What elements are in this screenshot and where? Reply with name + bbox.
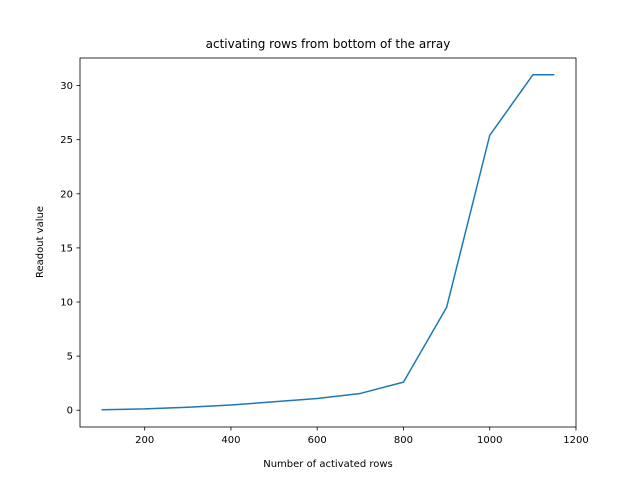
x-tick-label: 1200 <box>563 435 588 446</box>
axes-frame <box>79 57 577 428</box>
plot-area <box>101 74 555 411</box>
y-tick-label: 0 <box>67 406 73 417</box>
series-line <box>101 74 555 411</box>
y-axis: 0 5 10 15 20 25 30 <box>60 81 80 417</box>
x-tick-label: 1000 <box>477 435 502 446</box>
y-tick-label: 30 <box>60 81 73 92</box>
y-tick-label: 10 <box>60 298 73 309</box>
x-tick-label: 200 <box>135 435 154 446</box>
y-tick-label: 5 <box>67 352 73 363</box>
y-tick-label: 15 <box>60 243 73 254</box>
y-tick-label: 25 <box>60 135 73 146</box>
x-tick-label: 600 <box>308 435 327 446</box>
x-axis-label: Number of activated rows <box>263 459 393 470</box>
y-axis-label: Readout value <box>35 206 46 278</box>
x-axis: 200 400 600 800 1000 1200 <box>135 427 589 446</box>
y-tick-label: 20 <box>60 189 73 200</box>
x-tick-label: 800 <box>394 435 413 446</box>
chart-title: activating rows from bottom of the array <box>206 37 451 51</box>
x-tick-label: 400 <box>221 435 240 446</box>
